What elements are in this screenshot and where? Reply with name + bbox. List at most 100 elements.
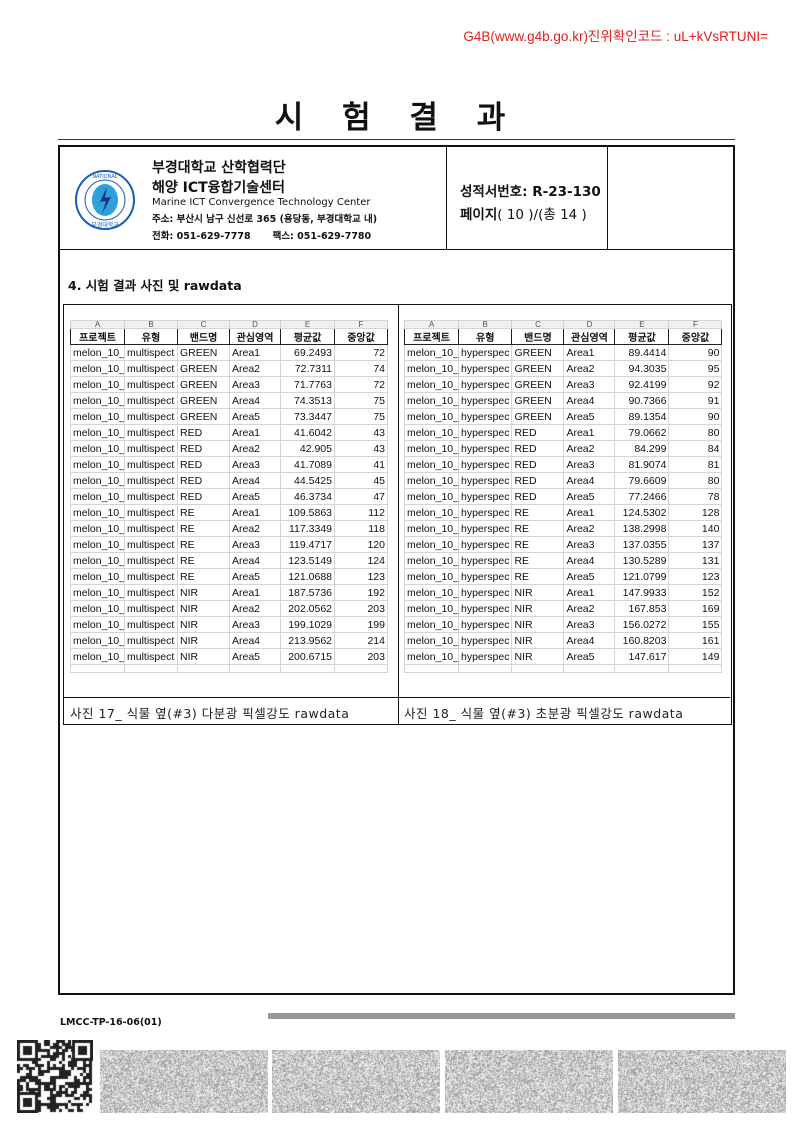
footer-bar [268, 1013, 735, 1019]
table-cell: multispect [125, 585, 178, 601]
table-cell: 81.9074 [615, 457, 669, 473]
column-letter: B [125, 321, 178, 329]
table-cell: multispect [125, 473, 178, 489]
table-cell: 90 [669, 409, 722, 425]
table-cell: 91 [669, 393, 722, 409]
university-logo-icon: NATIONAL 부경대학교 [74, 169, 136, 231]
column-letter: A [405, 321, 459, 329]
table-row: melon_10_hyperspecREDArea179.066280 [405, 425, 722, 441]
table-cell: Area1 [230, 425, 281, 441]
table-row: melon_10_hyperspecREDArea479.660980 [405, 473, 722, 489]
table-cell: 152 [669, 585, 722, 601]
table-cell: melon_10_ [405, 505, 459, 521]
table-cell: 69.2493 [281, 345, 335, 361]
table-cell: multispect [125, 489, 178, 505]
table-cell: GREEN [512, 409, 564, 425]
column-letter: A [71, 321, 125, 329]
page-number: 페이지( 10 )/(총 14 ) [460, 203, 587, 223]
table-cell: 41.6042 [281, 425, 335, 441]
table-cell: melon_10_ [405, 409, 459, 425]
table-cell: 118 [335, 521, 388, 537]
table-cell: Area4 [230, 393, 281, 409]
table-cell: melon_10_ [71, 521, 125, 537]
table-cell: RED [178, 473, 230, 489]
table-cell: 80 [669, 473, 722, 489]
table-cell: NIR [178, 585, 230, 601]
table-cell: multispect [125, 521, 178, 537]
security-pattern [100, 1050, 268, 1113]
table-row: melon_10_multispectGREENArea573.344775 [71, 409, 388, 425]
form-code: LMCC-TP-16-06(01) [60, 1017, 162, 1028]
column-header: 프로젝트 [71, 329, 125, 345]
rawdata-table-multispectral: ABCDEF프로젝트유형밴드명관심영역평균값중앙값melon_10_multis… [70, 320, 388, 673]
table-cell: 140 [669, 521, 722, 537]
phone: 전화: 051-629-7778 [152, 231, 251, 242]
column-letter: E [615, 321, 669, 329]
table-cell: melon_10_ [71, 633, 125, 649]
table-cell: NIR [512, 617, 564, 633]
table-cell: RE [178, 537, 230, 553]
center-name: 해양 ICT융합기술센터 [152, 177, 285, 197]
column-letter: D [564, 321, 615, 329]
table-cell: multispect [125, 425, 178, 441]
table-cell: 77.2466 [615, 489, 669, 505]
table-cell: multispect [125, 601, 178, 617]
table-cell: multispect [125, 377, 178, 393]
table-cell: RED [178, 457, 230, 473]
table-cell: NIR [512, 585, 564, 601]
table-cell: Area4 [564, 393, 615, 409]
table-row: melon_10_multispectREDArea444.542545 [71, 473, 388, 489]
table-cell: Area3 [230, 457, 281, 473]
table-cell: multispect [125, 457, 178, 473]
table-cell: melon_10_ [405, 569, 459, 585]
table-cell: melon_10_ [405, 441, 459, 457]
table-cell: 187.5736 [281, 585, 335, 601]
table-cell: 43 [335, 425, 388, 441]
table-cell: 147.9933 [615, 585, 669, 601]
table-cell: Area1 [564, 425, 615, 441]
table-row: melon_10_multispectGREENArea272.731174 [71, 361, 388, 377]
table-row: melon_10_multispectNIRArea1187.5736192 [71, 585, 388, 601]
section-title: 4. 시험 결과 사진 및 rawdata [68, 275, 242, 294]
table-cell: 123.5149 [281, 553, 335, 569]
table-row: melon_10_hyperspecNIRArea4160.8203161 [405, 633, 722, 649]
table-cell: Area1 [230, 585, 281, 601]
report-frame: NATIONAL 부경대학교 부경대학교 산학협력단 해양 ICT융합기술센터 … [58, 145, 735, 995]
table-cell: melon_10_ [405, 633, 459, 649]
table-cell: 123 [335, 569, 388, 585]
table-cell: NIR [178, 601, 230, 617]
table-cell: multispect [125, 505, 178, 521]
table-cell: Area1 [564, 345, 615, 361]
table-cell: RE [512, 537, 564, 553]
table-cell: melon_10_ [405, 377, 459, 393]
table-cell: 147.617 [615, 649, 669, 665]
column-letters: ABCDEF [405, 321, 722, 329]
org-name: 부경대학교 산학협력단 [152, 157, 286, 177]
table-cell: melon_10_ [405, 393, 459, 409]
table-cell: 167.853 [615, 601, 669, 617]
table-cell: hyperspec [459, 345, 512, 361]
table-cell: multispect [125, 409, 178, 425]
column-header: 밴드명 [178, 329, 230, 345]
table-cell: 47 [335, 489, 388, 505]
table-cell: Area5 [230, 489, 281, 505]
table-cell: RED [178, 425, 230, 441]
page-title: 시 험 결 과 [0, 92, 794, 137]
table-cell: Area4 [564, 473, 615, 489]
table-header: 프로젝트유형밴드명관심영역평균값중앙값 [405, 329, 722, 345]
table-cell: Area5 [564, 569, 615, 585]
table-cell: Area1 [564, 585, 615, 601]
table-cell: melon_10_ [405, 489, 459, 505]
table-cell: NIR [178, 649, 230, 665]
svg-text:부경대학교: 부경대학교 [91, 221, 119, 229]
qr-code [17, 1040, 93, 1113]
table-cell: melon_10_ [71, 377, 125, 393]
table-cell: RE [178, 521, 230, 537]
table-cell: Area3 [564, 457, 615, 473]
table-cell: 202.0562 [281, 601, 335, 617]
table-header: 프로젝트유형밴드명관심영역평균값중앙값 [71, 329, 388, 345]
contact: 전화: 051-629-7778팩스: 051-629-7780 [152, 228, 371, 242]
table-cell: melon_10_ [71, 649, 125, 665]
table-row: melon_10_hyperspecNIRArea2167.853169 [405, 601, 722, 617]
table-row: melon_10_hyperspecREArea5121.0799123 [405, 569, 722, 585]
